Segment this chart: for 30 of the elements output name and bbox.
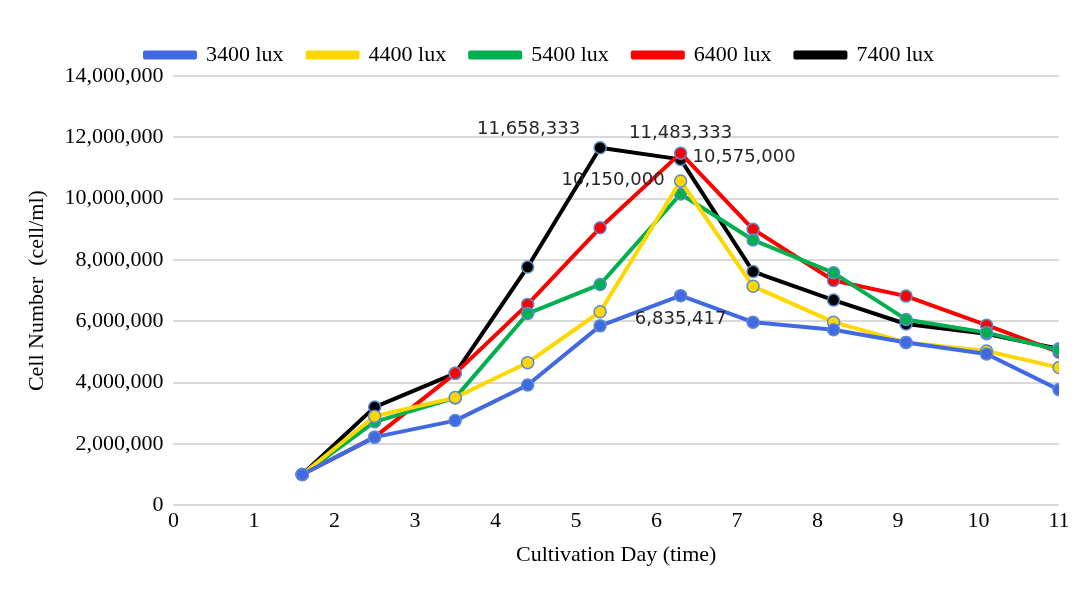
x-tick-label: 11 [1048, 507, 1070, 533]
x-tick-label: 7 [731, 507, 743, 533]
x-tick-label: 3 [409, 507, 421, 533]
y-tick-label: 0 [152, 490, 164, 516]
x-tick-label: 9 [892, 507, 904, 533]
x-tick-label: 10 [967, 507, 990, 533]
legend-label: 6400 lux [693, 40, 772, 66]
x-tick-label: 8 [811, 507, 823, 533]
legend-label: 4400 lux [368, 40, 447, 66]
legend-label: 5400 lux [531, 40, 609, 66]
y-tick-label: 14,000,000 [64, 61, 164, 87]
legend-label: 3400 lux [205, 40, 284, 66]
x-tick-label: 2 [328, 507, 340, 533]
x-tick-label: 5 [570, 507, 582, 533]
x-tick-label: 1 [248, 507, 260, 533]
y-tick-label: 8,000,000 [75, 245, 164, 271]
y-tick-label: 4,000,000 [75, 368, 164, 394]
y-axis-title: Cell Number (cell/ml) [22, 190, 48, 392]
x-tick-label: 6 [650, 507, 662, 533]
data-label: 11,658,333 [477, 117, 581, 139]
x-tick-label: 4 [489, 507, 501, 533]
legend-label: 7400 lux [856, 40, 935, 66]
data-label: 10,575,000 [692, 144, 796, 166]
y-tick-label: 10,000,000 [64, 184, 164, 210]
x-axis-title: Cultivation Day (time) [516, 540, 717, 566]
y-tick-label: 12,000,000 [64, 123, 164, 149]
y-tick-label: 2,000,000 [75, 429, 164, 455]
data-label: 11,483,333 [629, 120, 733, 142]
y-tick-label: 6,000,000 [75, 307, 164, 333]
data-label: 6,835,417 [634, 307, 727, 329]
